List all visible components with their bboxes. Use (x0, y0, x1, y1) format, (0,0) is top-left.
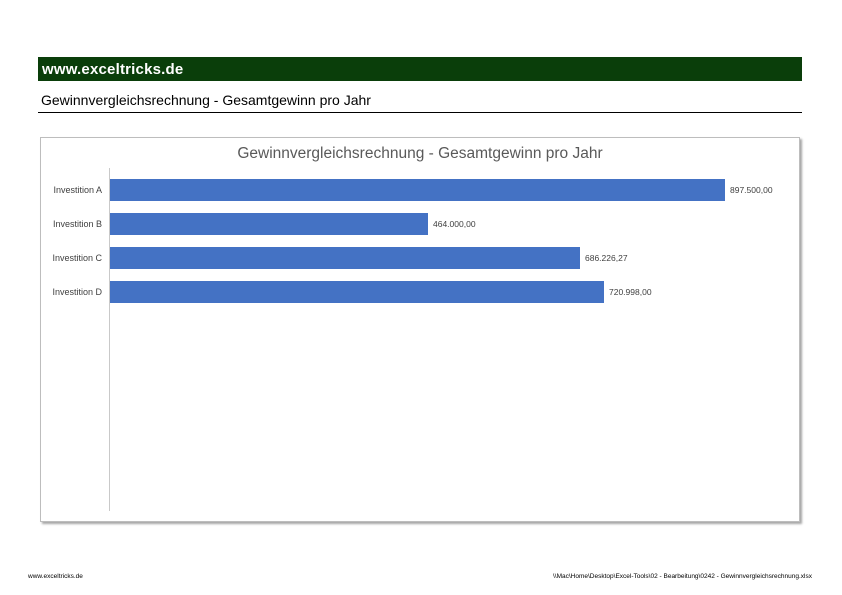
bar-row: Investition D 720.998,00 (41, 281, 799, 303)
value-label: 686.226,27 (585, 253, 628, 263)
plot-area: Investition A 897.500,00 Investition B 464.… (41, 138, 799, 521)
bar (110, 281, 604, 303)
value-label: 720.998,00 (609, 287, 652, 297)
bar (110, 213, 428, 235)
site-banner-text: www.exceltricks.de (42, 60, 184, 78)
bar (110, 179, 725, 201)
bar (110, 247, 580, 269)
chart-title: Gewinnvergleichsrechnung - Gesamtgewinn … (237, 145, 603, 162)
category-label: Investition B (52, 219, 102, 229)
category-axis-line (109, 168, 110, 511)
document-title: Gewinnvergleichsrechnung - Gesamtgewinn … (38, 92, 802, 113)
bar-row: Investition C 686.226,27 (41, 247, 799, 269)
bar-row: Investition A 897.500,00 (41, 179, 799, 201)
footer-file-path: \\Mac\Home\Desktop\Excel-Tools\02 - Bear… (552, 573, 812, 580)
category-label: Investition C (52, 253, 102, 263)
category-label: Investition D (52, 287, 102, 297)
value-label: 464.000,00 (433, 219, 476, 229)
bar-row: Investition B 464.000,00 (41, 213, 799, 235)
value-label: 897.500,00 (730, 185, 773, 195)
footer-site-url: www.exceltricks.de (28, 573, 83, 580)
chart: Gewinnvergleichsrechnung - Gesamtgewinn … (40, 137, 800, 522)
category-label: Investition A (53, 185, 102, 195)
site-banner: www.exceltricks.de (38, 57, 802, 81)
